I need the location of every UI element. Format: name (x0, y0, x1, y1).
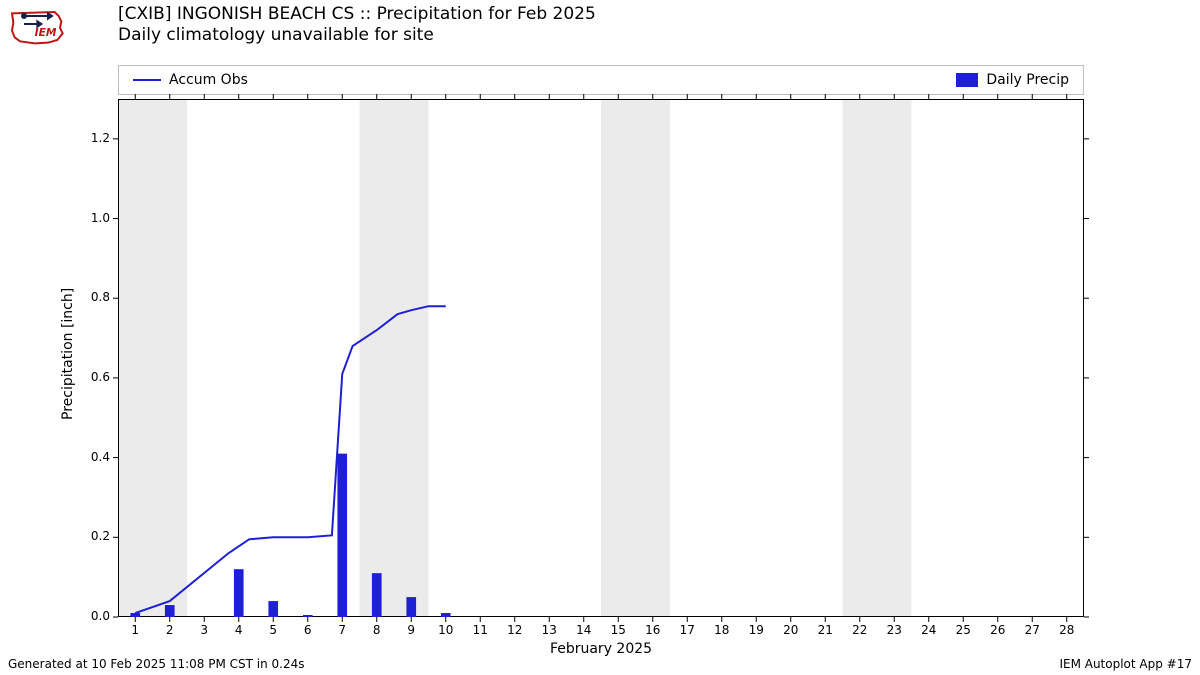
y-axis-label: Precipitation [inch] (60, 288, 76, 420)
legend-entry-line: Accum Obs (133, 72, 248, 88)
x-tick-label: 2 (155, 623, 185, 637)
footer-generated-text: Generated at 10 Feb 2025 11:08 PM CST in… (8, 657, 305, 671)
x-tick-label: 8 (362, 623, 392, 637)
footer-app-text: IEM Autoplot App #17 (1059, 657, 1192, 671)
x-tick-label: 14 (569, 623, 599, 637)
x-tick-label: 9 (396, 623, 426, 637)
x-tick-label: 20 (776, 623, 806, 637)
y-tick-label: 0.0 (70, 609, 110, 623)
x-tick-label: 7 (327, 623, 357, 637)
x-tick-label: 4 (224, 623, 254, 637)
x-tick-label: 28 (1052, 623, 1082, 637)
legend-entry-bar: Daily Precip (956, 72, 1069, 88)
svg-text:IEM: IEM (35, 26, 57, 39)
legend-line-label: Accum Obs (169, 72, 248, 88)
x-tick-label: 11 (465, 623, 495, 637)
x-tick-label: 13 (534, 623, 564, 637)
title-line-1: [CXIB] INGONISH BEACH CS :: Precipitatio… (118, 4, 596, 25)
x-tick-label: 21 (810, 623, 840, 637)
x-tick-label: 1 (120, 623, 150, 637)
legend-bar-swatch (956, 73, 978, 87)
y-tick-label: 0.6 (70, 370, 110, 384)
x-tick-label: 17 (672, 623, 702, 637)
x-tick-label: 24 (914, 623, 944, 637)
x-tick-label: 18 (707, 623, 737, 637)
iem-logo: IEM (8, 6, 68, 50)
legend-line-swatch (133, 79, 161, 81)
y-tick-label: 0.8 (70, 290, 110, 304)
y-tick-label: 0.4 (70, 450, 110, 464)
x-tick-label: 5 (258, 623, 288, 637)
y-tick-label: 1.2 (70, 131, 110, 145)
x-tick-label: 6 (293, 623, 323, 637)
x-tick-label: 16 (638, 623, 668, 637)
x-tick-label: 10 (431, 623, 461, 637)
x-tick-label: 27 (1017, 623, 1047, 637)
y-tick-label: 1.0 (70, 211, 110, 225)
x-axis-label: February 2025 (541, 641, 661, 657)
x-tick-label: 15 (603, 623, 633, 637)
x-tick-label: 22 (845, 623, 875, 637)
x-tick-label: 26 (983, 623, 1013, 637)
chart-legend: Accum Obs Daily Precip (118, 65, 1084, 95)
x-tick-label: 19 (741, 623, 771, 637)
x-tick-label: 12 (500, 623, 530, 637)
chart-title: [CXIB] INGONISH BEACH CS :: Precipitatio… (118, 4, 596, 47)
x-tick-label: 25 (948, 623, 978, 637)
y-tick-label: 0.2 (70, 529, 110, 543)
x-tick-label: 23 (879, 623, 909, 637)
legend-bar-label: Daily Precip (986, 72, 1069, 88)
precip-chart (118, 99, 1084, 617)
x-tick-label: 3 (189, 623, 219, 637)
title-line-2: Daily climatology unavailable for site (118, 25, 596, 46)
